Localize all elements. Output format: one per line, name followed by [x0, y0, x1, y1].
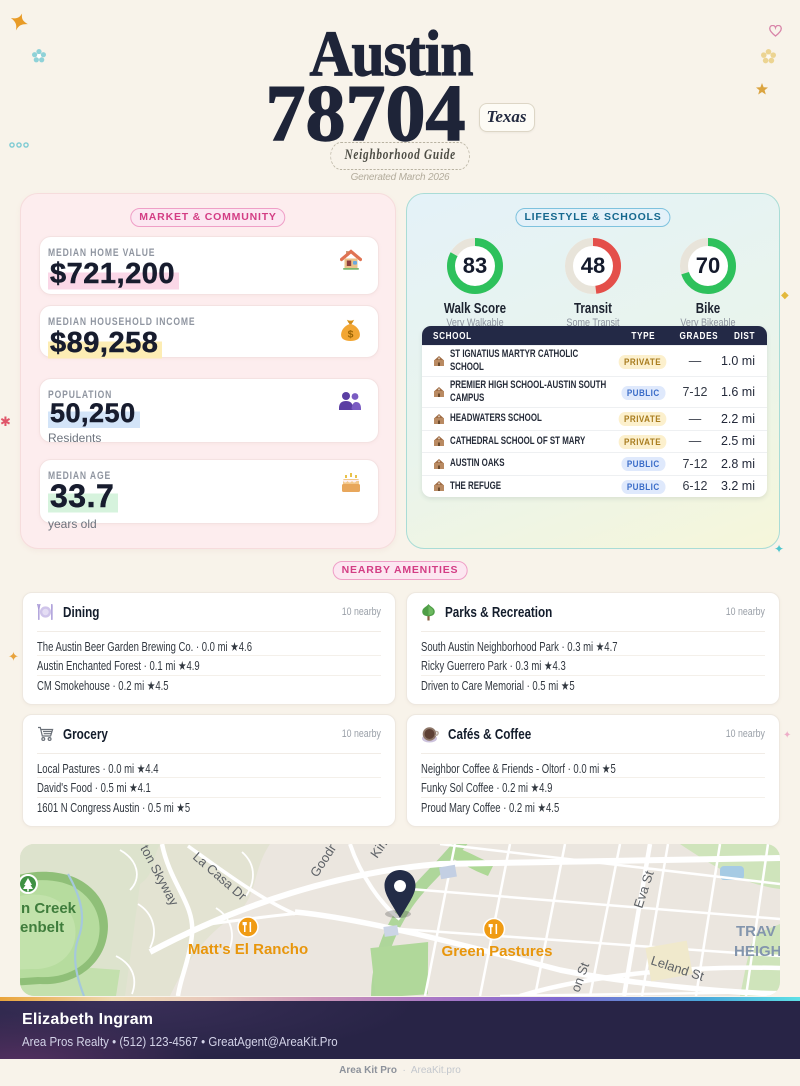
- svg-text:HEIGH: HEIGH: [734, 943, 780, 960]
- svg-text:enbelt: enbelt: [20, 919, 64, 936]
- svg-text:$: $: [348, 329, 354, 340]
- svg-text:TRAV: TRAV: [736, 923, 776, 940]
- svg-text:Green Pastures: Green Pastures: [442, 943, 553, 960]
- svg-text:n Creek: n Creek: [21, 900, 77, 917]
- svg-text:Matt's El Rancho: Matt's El Rancho: [188, 941, 308, 958]
